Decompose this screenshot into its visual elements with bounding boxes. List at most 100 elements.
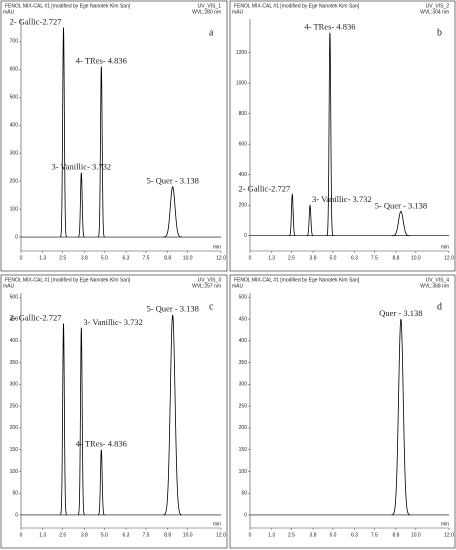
x-tick-label: 6.3 [123,255,130,261]
header-title: FENOL MIX-CAL #1 [modified by Ege Nanote… [234,277,360,283]
y-axis-label: mAU [3,283,15,289]
peak [77,327,85,516]
panel-frame [0,274,228,549]
y-tick-label: 450 [239,316,248,322]
x-axis-label: min [213,521,221,527]
y-tick-label: 200 [10,178,19,184]
y-tick-label: 400 [10,123,19,129]
peak [97,449,105,516]
panel-frame [229,274,456,549]
x-axis-label: min [441,244,449,250]
panel-letter: c [209,301,214,312]
header-title: FENOL MIX-CAL #1 [modified by Ege Nanote… [5,3,131,9]
x-tick-label: 3.8 [81,532,88,538]
x-tick-label: 10.0 [183,532,193,538]
x-tick-label: 7.5 [143,532,150,538]
x-tick-label: 2.5 [288,255,295,261]
x-tick-label: 10.0 [183,255,193,261]
y-tick-label: 350 [10,360,19,366]
y-tick-label: 50 [12,491,18,497]
x-tick-label: 7.5 [371,255,378,261]
x-tick-label: 5.0 [329,532,336,538]
peak-label: 3- Vanillic- 3.732 [83,317,143,327]
wavelength: WVL:304 nm [420,9,449,15]
peak-label: 4- TRes- 4.836 [76,439,127,449]
peak [163,186,183,238]
x-tick-label: 1.3 [39,532,46,538]
peak-label: 5- Quer - 3.138 [146,304,198,314]
y-tick-label: 350 [239,360,248,366]
peak-label: 3- Vanillic- 3.732 [52,162,112,172]
channel: UV_VIS_3 [198,277,222,283]
peak [306,204,314,237]
y-tick-label: 250 [239,403,248,409]
x-tick-label: 2.5 [59,532,66,538]
y-axis-label: mAU [232,283,244,289]
x-tick-label: 10.0 [411,255,421,261]
channel: UV_VIS_2 [426,3,450,9]
x-tick-label: 3.8 [81,255,88,261]
y-axis-label: mAU [3,9,15,15]
y-tick-label: 800 [239,111,248,117]
channel: UV_VIS_1 [198,3,222,9]
x-axis-label: min [213,244,221,250]
x-tick-label: 6.3 [351,255,358,261]
y-tick-label: 150 [10,447,19,453]
y-tick-label: 200 [239,425,248,431]
panel-letter: b [437,27,442,38]
x-tick-label: 10.0 [411,532,421,538]
x-tick-label: 6.3 [123,532,130,538]
y-tick-label: 300 [10,150,19,156]
y-tick-label: 250 [10,403,19,409]
y-tick-label: 1200 [236,50,247,56]
wavelength: WVL:257 nm [192,283,221,289]
y-tick-label: 500 [10,95,19,101]
x-tick-label: 0 [20,255,23,261]
x-tick-label: 3.8 [310,255,317,261]
x-tick-label: 3.8 [310,532,317,538]
y-tick-label: 300 [10,382,19,388]
peak-label: 3- Vanillic- 3.732 [312,194,372,204]
peak-label: 2- Gallic-2.727 [10,312,62,322]
peak [77,172,85,238]
x-tick-label: 8.8 [164,255,171,261]
x-tick-label: 12.0 [216,532,226,538]
header-title: FENOL MIX-CAL #1 [modified by Ege Nanote… [234,3,360,9]
panel-letter: a [209,27,214,38]
peak [163,314,183,516]
x-tick-label: 5.0 [101,532,108,538]
peak-label: 4- TRes- 4.836 [304,22,355,32]
x-tick-label: 12.0 [444,255,454,261]
y-tick-label: 0 [15,512,18,518]
y-tick-label: 200 [239,203,248,209]
peak [97,66,105,238]
y-tick-label: 100 [10,206,19,212]
y-tick-label: 0 [244,233,247,239]
panel-letter: d [437,301,442,312]
y-tick-label: 500 [10,295,19,301]
y-tick-label: 400 [239,338,248,344]
x-tick-label: 7.5 [371,532,378,538]
x-tick-label: 2.5 [59,255,66,261]
x-tick-label: 2.5 [288,532,295,538]
peak [391,319,411,516]
y-tick-label: 450 [10,316,19,322]
peak [326,32,334,237]
peak-label: Quer - 3.138 [379,308,422,318]
y-tick-label: 1000 [236,80,247,86]
y-tick-label: 600 [10,67,19,73]
x-tick-label: 0 [249,532,252,538]
peak [288,193,296,237]
x-tick-label: 0 [249,255,252,261]
y-tick-label: 200 [10,425,19,431]
x-tick-label: 8.8 [392,255,399,261]
y-tick-label: 300 [239,382,248,388]
peak-label: 5- Quer - 3.138 [375,200,427,210]
x-tick-label: 1.3 [268,255,275,261]
x-tick-label: 0 [20,532,23,538]
x-axis-label: min [441,521,449,527]
peak [60,27,67,238]
x-tick-label: 12.0 [216,255,226,261]
panel-frame [229,0,456,272]
